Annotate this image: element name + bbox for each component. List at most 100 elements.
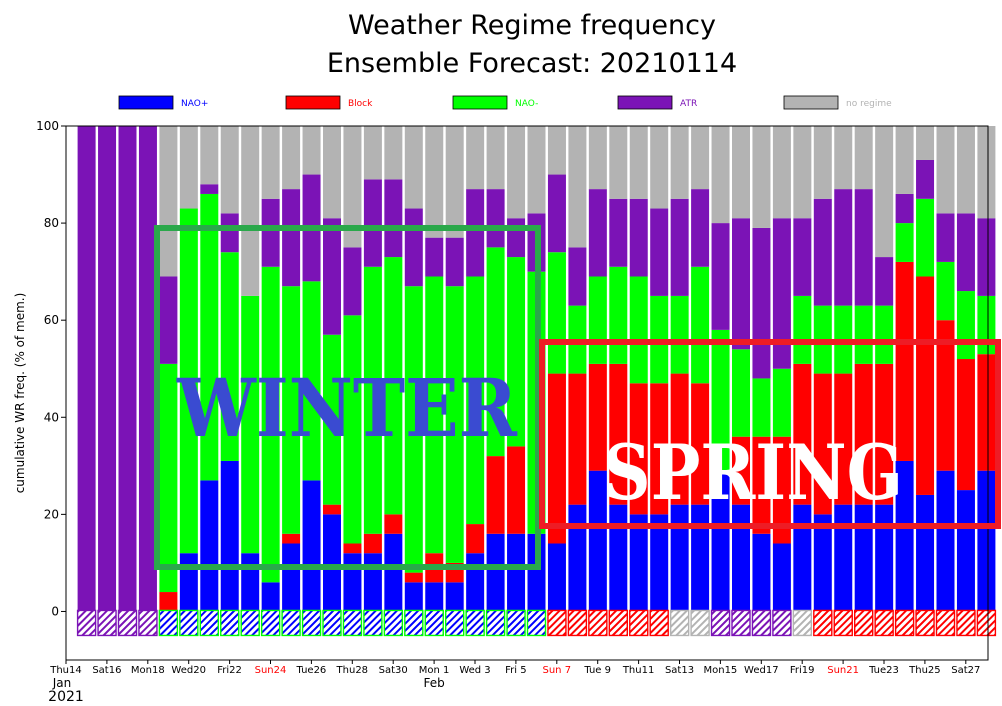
bar-segment-atr bbox=[629, 198, 648, 277]
bar-segment-block bbox=[609, 363, 628, 505]
regime-marker-atr bbox=[751, 609, 772, 637]
bar-segment-nao bbox=[916, 198, 935, 277]
regime-marker-nao bbox=[404, 609, 424, 637]
bar-segment-atr bbox=[466, 189, 485, 277]
bar-segment-noregime bbox=[732, 126, 750, 219]
bar-segment-block bbox=[363, 533, 382, 554]
bar-segment-nao bbox=[404, 286, 423, 573]
bar-segment-atr bbox=[588, 189, 607, 277]
bar-segment-noregime bbox=[977, 126, 996, 219]
chart-legend: NAO+ Block NAO- ATR no regime bbox=[118, 95, 892, 110]
bar-segment-atr bbox=[813, 198, 832, 306]
regime-marker-nao bbox=[199, 609, 220, 637]
x-tick-label: Thu14 bbox=[49, 665, 82, 676]
regime-marker-nao bbox=[526, 609, 547, 637]
bar-segment-block bbox=[159, 592, 178, 612]
bar-segment-nao bbox=[568, 504, 587, 612]
regime-marker-nao bbox=[506, 609, 526, 637]
bar-segment-noregime bbox=[425, 126, 444, 238]
bar-segment-atr bbox=[343, 247, 362, 316]
regime-marker-noregime bbox=[792, 609, 813, 637]
bar-segment-nao bbox=[609, 266, 628, 364]
bar-segment-noregime bbox=[875, 126, 894, 258]
bar-segment-noregime bbox=[609, 126, 628, 199]
bar-segment-nao bbox=[834, 504, 853, 612]
x-tick-label: Tue23 bbox=[868, 665, 899, 676]
x-tick-label: Thu11 bbox=[622, 665, 655, 676]
bar-segment-block bbox=[343, 543, 362, 554]
bar-segment-nao bbox=[752, 378, 771, 437]
bar-segment-atr bbox=[98, 126, 117, 612]
bar-segment-atr bbox=[772, 218, 791, 369]
bar-segment-nao bbox=[547, 543, 566, 612]
x-tick-label: Thu28 bbox=[336, 665, 369, 676]
regime-marker-block bbox=[915, 609, 935, 637]
y-tick-label: 40 bbox=[44, 410, 59, 424]
regime-marker-block bbox=[894, 609, 915, 637]
bar-segment-atr bbox=[507, 218, 526, 258]
bar-segment-atr bbox=[547, 174, 566, 253]
legend-label-nao: NAO- bbox=[515, 99, 538, 109]
bar-segment-atr bbox=[977, 218, 996, 296]
bar-segment-nao bbox=[629, 276, 648, 384]
regime-marker-block bbox=[547, 609, 567, 637]
bar-segment-block bbox=[486, 456, 505, 534]
regime-marker-nao bbox=[179, 609, 199, 637]
bar-segment-noregime bbox=[547, 126, 566, 175]
bar-segment-nao bbox=[588, 470, 607, 612]
winter-box bbox=[154, 225, 541, 570]
regime-marker-nao bbox=[342, 609, 363, 637]
bar-segment-nao bbox=[977, 295, 996, 355]
bar-segment-atr bbox=[854, 189, 873, 306]
bar-segment-nao bbox=[936, 470, 955, 612]
bar-segment-nao bbox=[486, 247, 505, 457]
bar-segment-atr bbox=[384, 179, 403, 258]
regime-marker-atr bbox=[76, 609, 97, 637]
regime-marker-nao bbox=[383, 609, 404, 637]
x-tick-label: Tue26 bbox=[295, 665, 326, 676]
x-tick-label: Sat27 bbox=[951, 665, 980, 676]
x-tick-label: Wed20 bbox=[171, 665, 206, 676]
bar-segment-atr bbox=[77, 126, 96, 612]
bar-segment-nao bbox=[588, 276, 607, 364]
bar-segment-nao bbox=[404, 582, 423, 612]
bar-segment-nao bbox=[323, 334, 341, 505]
bar-segment-noregime bbox=[588, 126, 607, 190]
bar-segment-nao bbox=[466, 553, 485, 612]
bar-segment-nao bbox=[363, 266, 382, 534]
bars-layer bbox=[77, 126, 996, 612]
bar-segment-noregime bbox=[159, 126, 178, 277]
bar-segment-nao bbox=[772, 543, 791, 612]
regime-marker-block bbox=[956, 609, 976, 637]
regime-marker-nao bbox=[424, 609, 444, 637]
legend-swatch-noregime bbox=[783, 95, 839, 110]
regime-marker-atr bbox=[710, 609, 731, 637]
bar-segment-nao bbox=[302, 480, 321, 612]
legend-swatch-nao bbox=[452, 95, 508, 110]
bar-segment-noregime bbox=[793, 126, 812, 219]
bar-segment-noregime bbox=[895, 126, 914, 194]
x-tick-label: Fri22 bbox=[217, 665, 242, 676]
bar-segment-block bbox=[772, 436, 791, 544]
spring-label: SPRING bbox=[603, 428, 903, 517]
bar-segment-atr bbox=[875, 257, 894, 306]
bar-segment-noregime bbox=[404, 126, 423, 209]
bar-segment-atr bbox=[220, 213, 239, 253]
bar-segment-atr bbox=[916, 159, 935, 199]
bar-segment-atr bbox=[363, 179, 382, 267]
bar-segment-noregime bbox=[936, 126, 955, 214]
x-tick-label: Sat30 bbox=[379, 665, 408, 676]
bar-segment-noregime bbox=[629, 126, 648, 199]
x-tick-label: Sun21 bbox=[827, 665, 859, 676]
bar-segment-noregime bbox=[568, 126, 587, 248]
bar-segment-nao bbox=[179, 208, 198, 554]
bar-segment-nao bbox=[323, 514, 341, 612]
x-tick-label: Mon 1 bbox=[419, 665, 450, 676]
bar-segment-nao bbox=[220, 252, 239, 461]
bar-segment-nao bbox=[200, 193, 219, 481]
bar-segment-nao bbox=[445, 582, 464, 612]
x-tick-label: Wed17 bbox=[744, 665, 779, 676]
bar-segment-nao bbox=[956, 291, 975, 360]
bar-segment-block bbox=[752, 436, 771, 534]
regime-marker-block bbox=[874, 609, 894, 637]
